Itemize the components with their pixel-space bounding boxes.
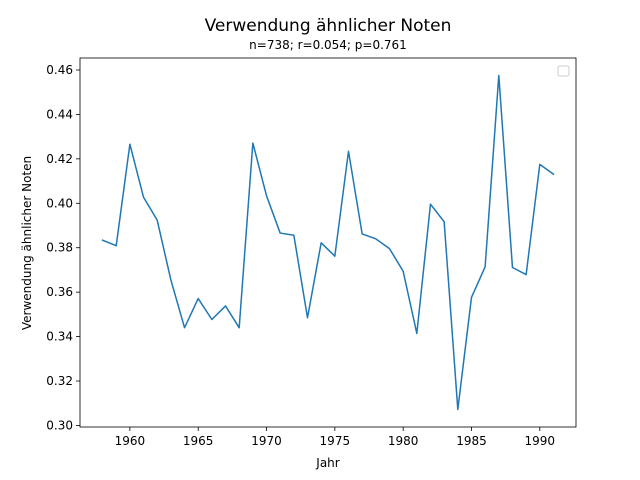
x-axis: 1960 1965 1970 1975 1980 1985 1990 xyxy=(115,427,555,448)
legend-box xyxy=(557,65,570,77)
y-axis-label: Verwendung ähnlicher Noten xyxy=(20,156,34,330)
y-tick-label: 0.32 xyxy=(46,374,73,388)
y-tick-label: 0.42 xyxy=(46,152,73,166)
x-tick-label: 1975 xyxy=(320,434,351,448)
y-tick-label: 0.46 xyxy=(46,63,73,77)
x-tick-label: 1965 xyxy=(183,434,214,448)
axes-frame xyxy=(79,57,577,428)
y-tick-label: 0.36 xyxy=(46,285,73,299)
x-tick-label: 1980 xyxy=(388,434,419,448)
chart-subtitle: n=738; r=0.054; p=0.761 xyxy=(249,38,407,52)
plot-area xyxy=(79,57,577,428)
x-tick-label: 1970 xyxy=(251,434,282,448)
y-axis: 0.30 0.32 0.34 0.36 0.38 0.40 0.42 0.44 0.46 xyxy=(46,63,80,432)
y-tick-label: 0.30 xyxy=(46,418,73,432)
y-tick-label: 0.38 xyxy=(46,241,73,255)
y-tick-label: 0.44 xyxy=(46,107,73,121)
chart-title: Verwendung ähnlicher Noten xyxy=(205,16,452,36)
x-tick-label: 1985 xyxy=(456,434,487,448)
series-line xyxy=(101,74,555,411)
x-tick-label: 1990 xyxy=(525,434,556,448)
y-tick-label: 0.40 xyxy=(46,196,73,210)
y-tick-label: 0.34 xyxy=(46,330,73,344)
x-tick-label: 1960 xyxy=(115,434,146,448)
x-axis-label: Jahr xyxy=(315,456,339,470)
